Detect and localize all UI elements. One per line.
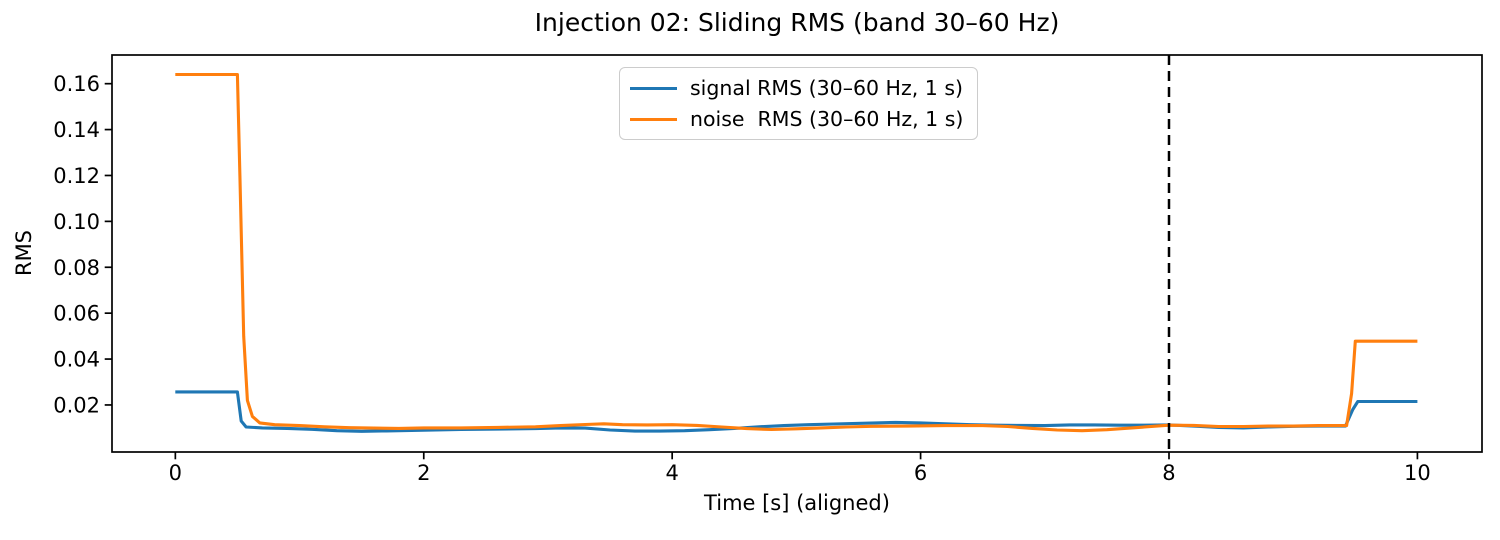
x-tick-label: 10 <box>1404 461 1431 485</box>
legend-entry-noise: noise RMS (30–60 Hz, 1 s) <box>630 106 963 132</box>
legend-entry-signal: signal RMS (30–60 Hz, 1 s) <box>630 75 963 101</box>
legend: signal RMS (30–60 Hz, 1 s) noise RMS (30… <box>619 67 979 140</box>
chart-title: Injection 02: Sliding RMS (band 30–60 Hz… <box>534 8 1060 37</box>
legend-label-signal: signal RMS (30–60 Hz, 1 s) <box>690 76 963 100</box>
legend-label-noise: noise RMS (30–60 Hz, 1 s) <box>690 107 964 131</box>
y-tick-label: 0.08 <box>53 256 100 280</box>
axes-spines <box>111 54 1483 453</box>
y-axis-label: RMS <box>12 229 36 277</box>
y-tick-label: 0.16 <box>53 72 100 96</box>
y-tick-label: 0.06 <box>53 302 100 326</box>
x-axis-label: Time [s] (aligned) <box>704 491 890 515</box>
series-line-1 <box>175 72 1418 433</box>
x-tick-label: 0 <box>169 461 182 485</box>
x-tick-label: 4 <box>665 461 678 485</box>
y-tick-label: 0.10 <box>53 210 100 234</box>
x-tick-label: 6 <box>914 461 927 485</box>
y-tick-label: 0.14 <box>53 118 100 142</box>
x-tick-label: 8 <box>1162 461 1175 485</box>
signal-line-swatch <box>630 86 677 90</box>
y-tick-label: 0.04 <box>53 348 100 372</box>
x-tick-label: 2 <box>417 461 430 485</box>
noise-line-swatch <box>630 117 677 121</box>
y-tick-label: 0.12 <box>53 164 100 188</box>
y-tick-label: 0.02 <box>53 393 100 417</box>
